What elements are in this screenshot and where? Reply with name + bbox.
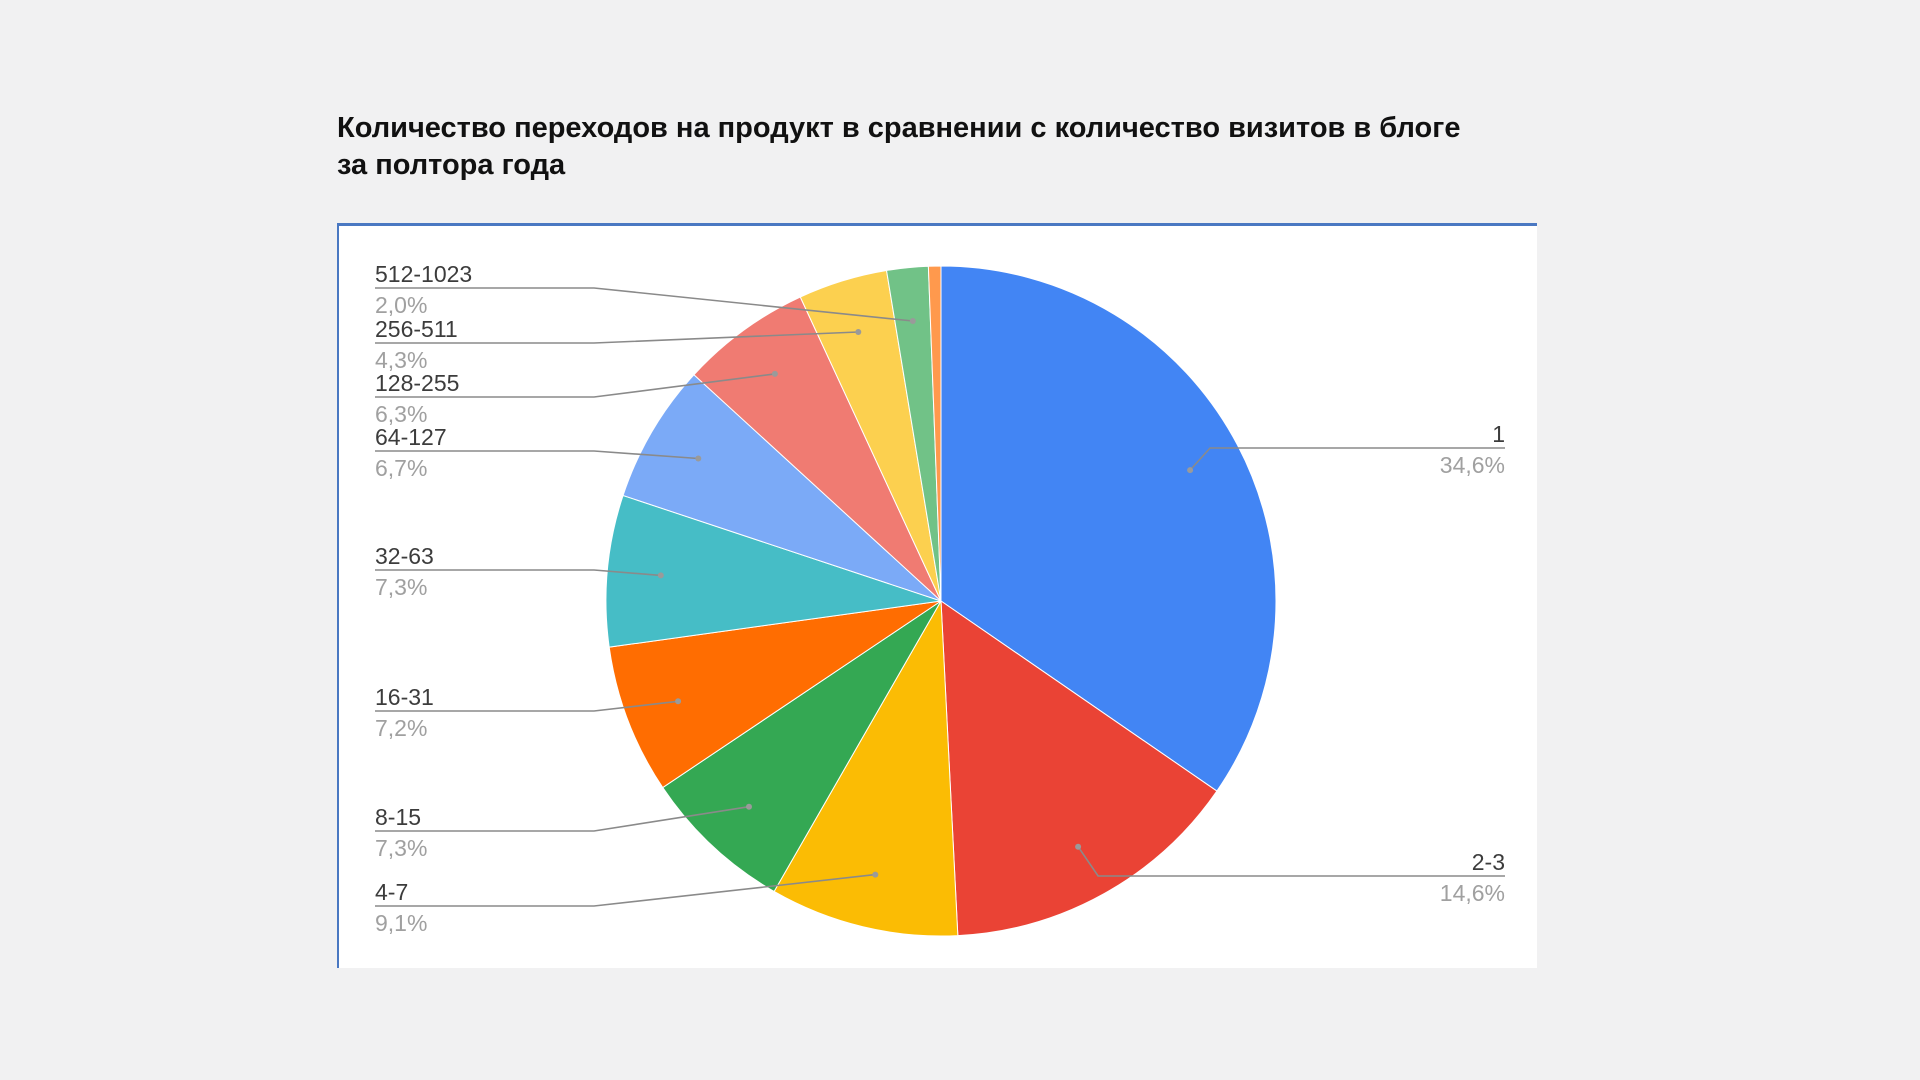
- leader-line-256-511: [375, 331, 859, 344]
- pie-chart: 1 34,6% 2-3 14,6% 4-7 9,1% 8-15 7,3% 16-31 7,2% 32…: [375, 261, 1505, 937]
- leader-line-128-255: [375, 373, 776, 398]
- slice-label-64-127: 64-127: [375, 424, 447, 450]
- leader-line-4-7: [375, 873, 876, 907]
- slice-label-2-3: 2-3: [1472, 849, 1505, 875]
- chart-title: Количество переходов на продукт в сравне…: [337, 112, 1461, 181]
- pie-slice-2-3: [940, 600, 1218, 937]
- leader-dot-8-15: [746, 803, 752, 810]
- pie-slice-other: [927, 265, 942, 602]
- slice-label-16-31: 16-31: [375, 684, 434, 710]
- leader-lines: [375, 287, 1505, 907]
- leader-dot-64-127: [695, 455, 702, 462]
- slice-label-512-1023: 512-1023: [375, 261, 472, 287]
- pie-slice-16-31: [608, 600, 942, 789]
- pie-slice-64-127: [622, 374, 942, 602]
- leader-line-2-3: [1077, 846, 1505, 877]
- slice-label-8-15: 8-15: [375, 804, 421, 830]
- slice-label-32-63: 32-63: [375, 543, 434, 569]
- slice-percent-64-127: 6,7%: [375, 455, 427, 481]
- pie-slice-4-7: [773, 599, 959, 937]
- leader-dot-32-63: [657, 572, 664, 579]
- leader-dot-4-7: [872, 871, 879, 878]
- pie-slice-1: [940, 265, 1277, 792]
- pie-slice-128-255: [693, 296, 942, 602]
- pie-slices: [605, 265, 1277, 937]
- leader-dot-16-31: [675, 698, 682, 705]
- slice-labels: 1 34,6% 2-3 14,6% 4-7 9,1% 8-15 7,3% 16-31 7,2% 32…: [375, 261, 1505, 936]
- slice-label-4-7: 4-7: [375, 879, 408, 905]
- slice-percent-256-511: 4,3%: [375, 347, 427, 373]
- slice-percent-128-255: 6,3%: [375, 401, 427, 427]
- slice-label-256-511: 256-511: [375, 316, 458, 342]
- slice-percent-32-63: 7,3%: [375, 574, 427, 600]
- leader-line-1: [1189, 447, 1505, 471]
- leader-dot-128-255: [771, 370, 778, 377]
- slice-percent-1: 34,6%: [1440, 452, 1505, 478]
- slice-percent-4-7: 9,1%: [375, 910, 427, 936]
- leader-dot-1: [1187, 467, 1194, 474]
- slice-label-128-255: 128-255: [375, 370, 459, 396]
- slice-percent-8-15: 7,3%: [375, 835, 427, 861]
- leader-line-512-1023: [375, 287, 913, 322]
- slice-percent-2-3: 14,6%: [1440, 880, 1505, 906]
- slice-label-1: 1: [1492, 421, 1505, 447]
- leader-line-32-63: [375, 569, 661, 577]
- leader-dot-512-1023: [909, 318, 916, 324]
- leader-line-64-127: [375, 450, 699, 460]
- slice-percent-16-31: 7,2%: [375, 715, 427, 741]
- chart-container: 1 34,6% 2-3 14,6% 4-7 9,1% 8-15 7,3% 16-31 7,2% 32…: [337, 223, 1537, 968]
- leader-dot-2-3: [1075, 843, 1082, 850]
- leader-line-16-31: [375, 700, 679, 712]
- pie-slice-8-15: [662, 600, 942, 893]
- leader-dot-256-511: [855, 329, 862, 335]
- slice-percent-512-1023: 2,0%: [375, 292, 427, 318]
- leader-line-8-15: [375, 805, 750, 832]
